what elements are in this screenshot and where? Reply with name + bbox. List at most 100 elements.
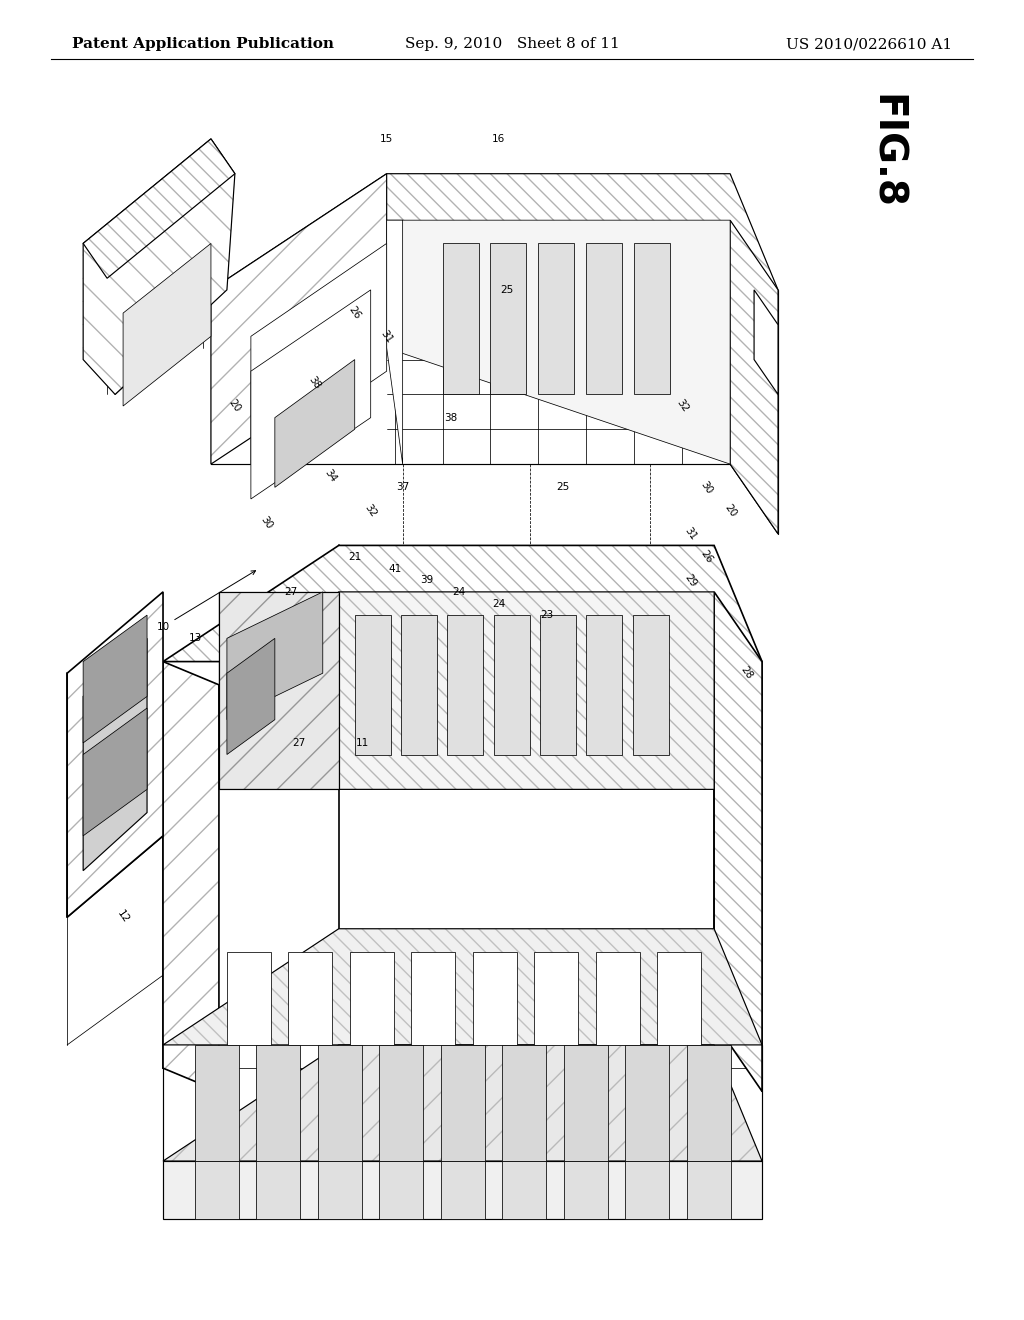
Text: US 2010/0226610 A1: US 2010/0226610 A1 (786, 37, 952, 51)
Polygon shape (587, 615, 623, 755)
Polygon shape (441, 1162, 485, 1220)
Text: 38: 38 (444, 413, 457, 422)
Polygon shape (490, 243, 526, 395)
Polygon shape (447, 615, 483, 755)
Polygon shape (634, 243, 671, 395)
Text: 26: 26 (347, 305, 362, 321)
Polygon shape (318, 1045, 361, 1162)
Polygon shape (401, 615, 437, 755)
Polygon shape (380, 1045, 423, 1162)
Polygon shape (587, 243, 623, 395)
Text: 32: 32 (362, 503, 379, 519)
Polygon shape (163, 545, 762, 661)
Text: 28: 28 (738, 665, 754, 681)
Polygon shape (163, 1162, 762, 1220)
Polygon shape (380, 1162, 423, 1220)
Text: 21: 21 (348, 552, 361, 562)
Text: 38: 38 (307, 375, 323, 391)
Text: 41: 41 (388, 564, 401, 574)
Text: 25: 25 (556, 482, 569, 492)
Polygon shape (227, 952, 270, 1045)
Text: 26: 26 (698, 549, 714, 565)
Polygon shape (68, 591, 163, 917)
Polygon shape (219, 591, 339, 789)
Polygon shape (503, 1045, 547, 1162)
Text: 11: 11 (356, 738, 370, 748)
Polygon shape (730, 220, 778, 533)
Polygon shape (494, 615, 529, 755)
Text: 30: 30 (259, 513, 274, 531)
Polygon shape (211, 174, 387, 465)
Text: 16: 16 (492, 133, 505, 144)
Polygon shape (350, 952, 394, 1045)
Text: 13: 13 (188, 634, 202, 643)
Text: 23: 23 (540, 610, 553, 620)
Polygon shape (163, 661, 219, 1092)
Polygon shape (274, 359, 354, 487)
Text: 30: 30 (698, 479, 714, 495)
Text: 32: 32 (674, 397, 690, 414)
Text: 24: 24 (492, 598, 505, 609)
Polygon shape (387, 220, 402, 465)
Polygon shape (441, 1045, 485, 1162)
Text: 20: 20 (227, 397, 243, 414)
Text: 37: 37 (396, 482, 410, 492)
Text: 29: 29 (682, 572, 698, 589)
Polygon shape (83, 639, 147, 871)
Text: 24: 24 (452, 587, 465, 597)
Polygon shape (251, 243, 387, 465)
Polygon shape (354, 615, 391, 755)
Polygon shape (211, 174, 778, 290)
Text: 34: 34 (323, 467, 339, 484)
Polygon shape (442, 243, 478, 395)
Polygon shape (687, 1162, 731, 1220)
Polygon shape (564, 1162, 608, 1220)
Polygon shape (163, 929, 762, 1045)
Polygon shape (251, 290, 371, 499)
Text: 39: 39 (420, 576, 433, 585)
Polygon shape (318, 1162, 361, 1220)
Polygon shape (83, 139, 234, 395)
Text: 31: 31 (379, 329, 394, 345)
Polygon shape (256, 1045, 300, 1162)
Polygon shape (195, 1045, 239, 1162)
Polygon shape (227, 639, 274, 755)
Text: 27: 27 (292, 738, 305, 748)
Polygon shape (387, 220, 730, 465)
Polygon shape (657, 952, 701, 1045)
Polygon shape (754, 290, 778, 395)
Text: 10: 10 (157, 570, 256, 632)
Polygon shape (626, 1045, 670, 1162)
Text: 12: 12 (115, 909, 131, 925)
Polygon shape (412, 952, 456, 1045)
Text: 15: 15 (380, 133, 393, 144)
Polygon shape (687, 1045, 731, 1162)
Polygon shape (596, 952, 640, 1045)
Polygon shape (564, 1045, 608, 1162)
Polygon shape (535, 952, 579, 1045)
Polygon shape (227, 591, 323, 719)
Polygon shape (539, 243, 574, 395)
Text: Sep. 9, 2010   Sheet 8 of 11: Sep. 9, 2010 Sheet 8 of 11 (404, 37, 620, 51)
Polygon shape (289, 952, 333, 1045)
Text: FIG.8: FIG.8 (866, 94, 905, 210)
Polygon shape (195, 1162, 239, 1220)
Polygon shape (219, 591, 714, 789)
Text: 25: 25 (500, 285, 513, 294)
Text: 20: 20 (722, 503, 738, 519)
Polygon shape (163, 1045, 762, 1162)
Polygon shape (503, 1162, 547, 1220)
Polygon shape (256, 1162, 300, 1220)
Polygon shape (83, 139, 234, 279)
Polygon shape (714, 591, 762, 1092)
Polygon shape (123, 243, 211, 407)
Polygon shape (83, 708, 147, 836)
Text: 27: 27 (285, 587, 297, 597)
Text: 31: 31 (682, 525, 698, 543)
Text: Patent Application Publication: Patent Application Publication (72, 37, 334, 51)
Polygon shape (540, 615, 575, 755)
Polygon shape (633, 615, 669, 755)
Polygon shape (626, 1162, 670, 1220)
Polygon shape (473, 952, 517, 1045)
Polygon shape (83, 615, 147, 743)
